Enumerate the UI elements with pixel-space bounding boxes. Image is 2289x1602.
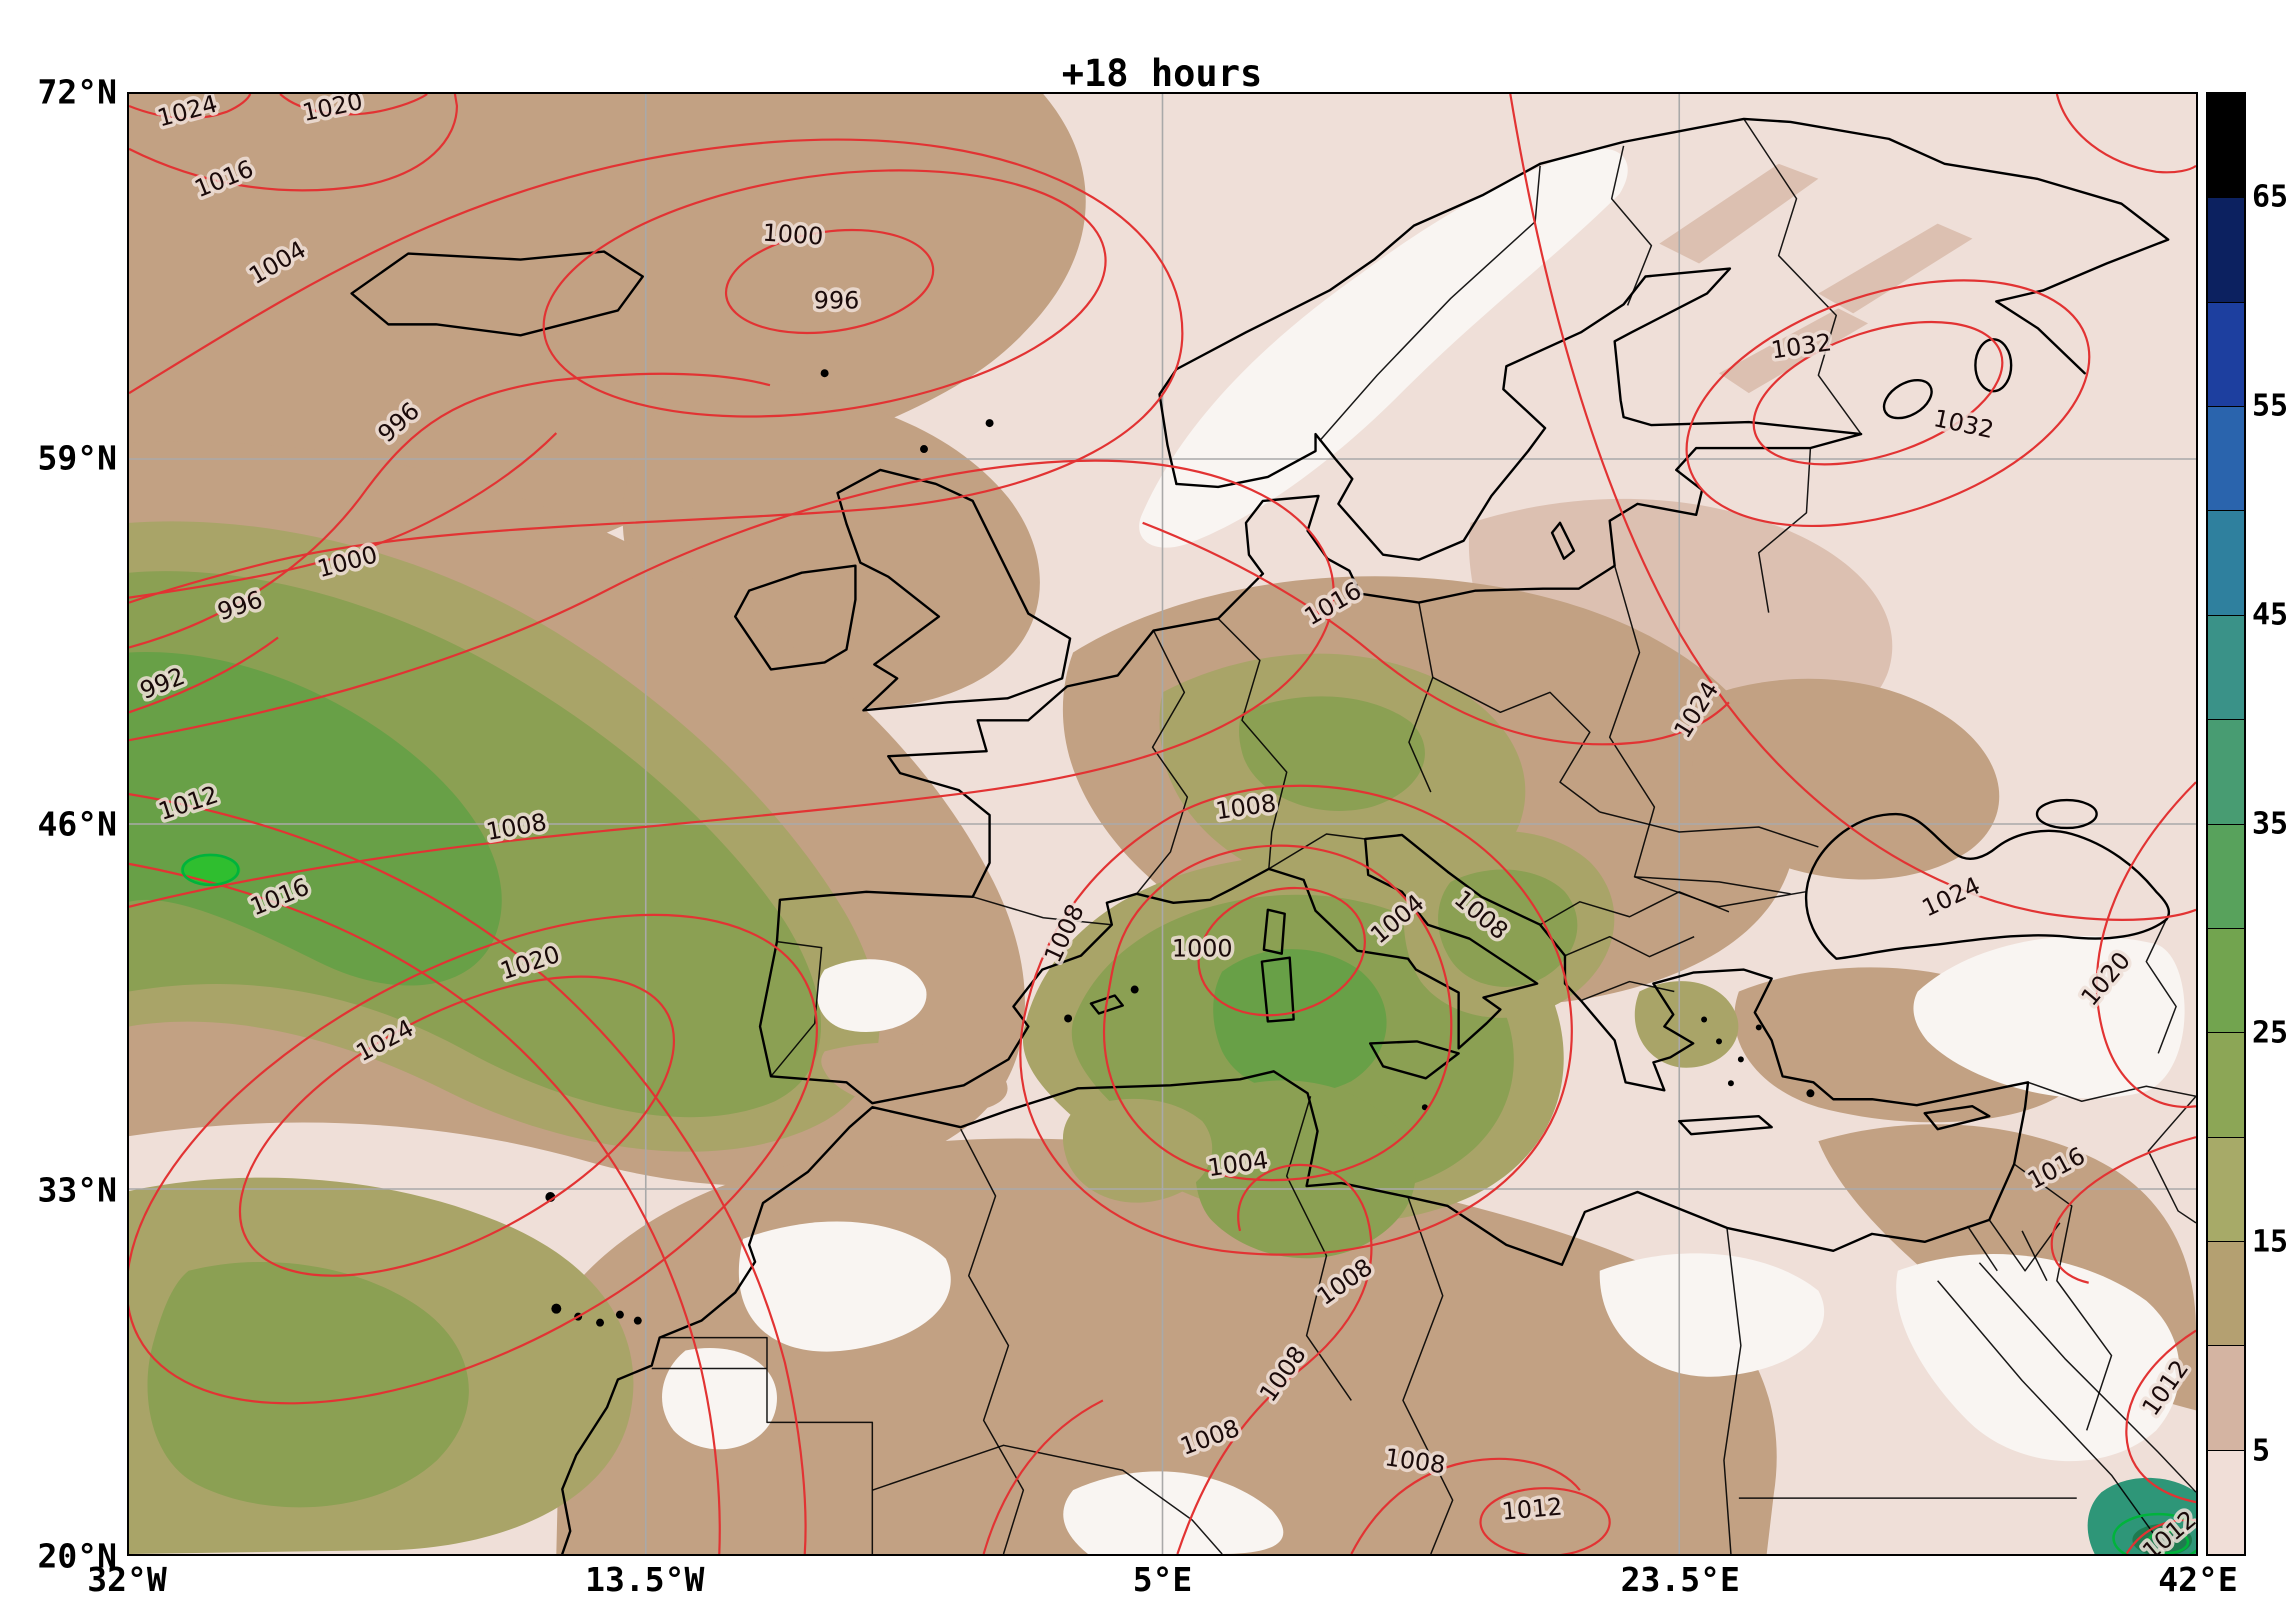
colorbar-segment [2208, 301, 2244, 407]
moisture-contours [181, 853, 2196, 1554]
isobar-label: 1012 [1501, 1492, 1564, 1525]
colorbar-segment [2208, 1240, 2244, 1346]
colorbar-segment [2208, 197, 2244, 302]
colorbar-ticks: 65 55 45 35 25 15 5 [2252, 92, 2289, 1556]
colorbar-tick-label: 55 [2252, 388, 2289, 424]
map-plot: 1024 102010161004100099699699610009921008… [129, 94, 2196, 1554]
country-borders [651, 118, 2196, 1554]
x-tick-label: 42°E [2158, 1560, 2238, 1599]
colorbar-segment [2208, 406, 2244, 511]
colorbar-segment [2208, 94, 2244, 198]
colorbar-tick-label: 25 [2252, 1015, 2289, 1051]
colorbar [2206, 92, 2246, 1556]
x-tick-label: 13.5°W [585, 1560, 705, 1599]
graticule [129, 94, 2196, 1554]
colorbar-segment [2208, 823, 2244, 928]
colorbar-segment [2208, 510, 2244, 615]
y-tick-label: 20°N [37, 1536, 117, 1576]
small-islands [545, 369, 1815, 1327]
coastlines [350, 117, 2171, 1554]
isobar-label: 1000 [1172, 935, 1233, 963]
colorbar-segment [2208, 1449, 2244, 1555]
x-tick-label: 32°W [87, 1560, 167, 1599]
colorbar-tick-label: 5 [2252, 1433, 2271, 1469]
colorbar-tick-label: 45 [2252, 597, 2289, 633]
lead-time-label: +18 hours [1061, 52, 1263, 95]
y-tick-label: 46°N [37, 804, 117, 844]
colorbar-segment [2208, 1032, 2244, 1137]
x-tick-label: 5°E [1132, 1560, 1193, 1599]
colorbar-segment [2208, 1136, 2244, 1241]
colorbar-segment [2208, 614, 2244, 720]
isobar-label: 996 [814, 286, 859, 314]
colorbar-tick-label: 65 [2252, 179, 2289, 215]
isobar-label: 1000 [762, 218, 824, 250]
colorbar-tick-label: 15 [2252, 1224, 2289, 1260]
colorbar-segment [2208, 719, 2244, 824]
colorbar-segment [2208, 1345, 2244, 1450]
x-tick-label: 23.5°E [1620, 1560, 1740, 1599]
map-panel: 1024 1020 1016 1004 1000 996 996 996 1000 992 1008… [127, 92, 2198, 1556]
y-tick-label: 72°N [37, 72, 117, 112]
y-tick-label: 33°N [37, 1170, 117, 1210]
y-tick-label: 59°N [37, 438, 117, 478]
colorbar-tick-label: 35 [2252, 806, 2289, 842]
colorbar-segment [2208, 927, 2244, 1033]
pressure-contours [129, 94, 2196, 1554]
